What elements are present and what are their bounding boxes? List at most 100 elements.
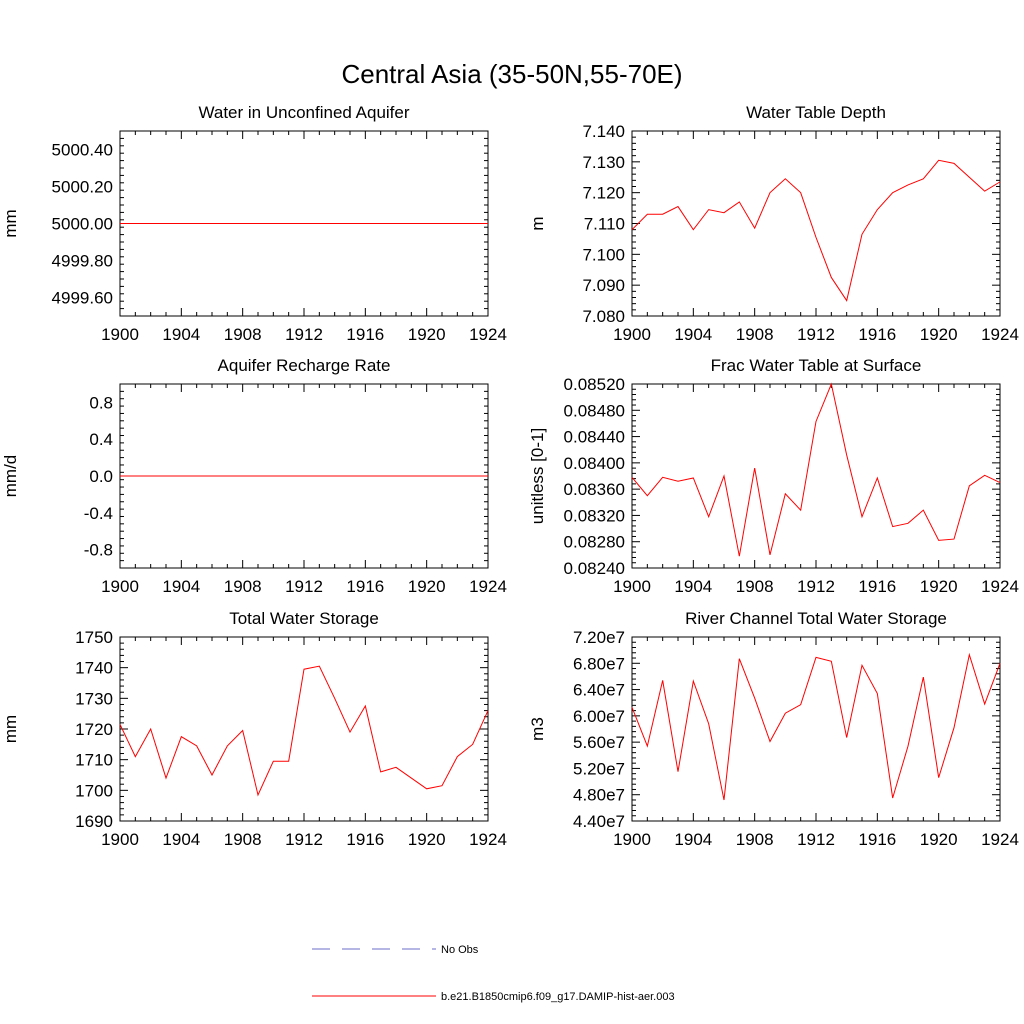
y-axis-label: mm xyxy=(1,715,20,743)
x-tick-label: 1920 xyxy=(920,325,958,344)
y-axis-label: mm/d xyxy=(1,455,20,498)
x-tick-label: 1908 xyxy=(224,325,262,344)
y-tick-label: 6.40e7 xyxy=(573,681,625,700)
x-tick-label: 1912 xyxy=(797,577,835,596)
x-tick-label: 1924 xyxy=(981,830,1019,849)
series-line xyxy=(631,382,1001,557)
series-line xyxy=(119,665,489,797)
chart-title: Aquifer Recharge Rate xyxy=(218,356,391,375)
y-axis-label: mm xyxy=(1,209,20,237)
x-tick-label: 1908 xyxy=(224,577,262,596)
x-tick-label: 1920 xyxy=(408,325,446,344)
chart-title: River Channel Total Water Storage xyxy=(685,609,947,628)
chart-title: Water Table Depth xyxy=(746,103,886,122)
x-tick-label: 1924 xyxy=(469,577,507,596)
plot-frame xyxy=(631,383,1001,569)
x-tick-label: 1904 xyxy=(162,325,200,344)
y-tick-label: 0.08440 xyxy=(564,428,625,447)
x-tick-label: 1912 xyxy=(285,325,323,344)
series-line xyxy=(631,652,1001,801)
legend-label-model-run: b.e21.B1850cmip6.f09_g17.DAMIP-hist-aer.… xyxy=(441,991,675,1003)
x-tick-label: 1916 xyxy=(346,325,384,344)
y-tick-label: 0.08320 xyxy=(564,506,625,525)
y-axis-label: m3 xyxy=(528,717,547,741)
y-tick-label: 1690 xyxy=(75,812,113,831)
x-tick-label: 1916 xyxy=(346,830,384,849)
chart-title: Frac Water Table at Surface xyxy=(711,356,922,375)
y-tick-label: 4999.80 xyxy=(52,252,113,271)
panel-5: Total Water Storage mm 1900 1904 1908 1912 191… xyxy=(1,609,507,849)
y-tick-label: 5000.00 xyxy=(52,215,113,234)
y-tick-label: 0.08480 xyxy=(564,401,625,420)
y-tick-label: 5000.20 xyxy=(52,178,113,197)
y-tick-label: 7.080 xyxy=(582,307,625,326)
x-tick-label: 1900 xyxy=(101,577,139,596)
y-tick-label: 1750 xyxy=(75,628,113,647)
y-tick-label: -0.8 xyxy=(84,541,113,560)
y-tick-label: 7.20e7 xyxy=(573,628,625,647)
x-tick-label: 1904 xyxy=(674,830,712,849)
x-tick-label: 1916 xyxy=(346,577,384,596)
x-tick-label: 1920 xyxy=(920,830,958,849)
x-tick-label: 1920 xyxy=(408,577,446,596)
y-tick-label: 5000.40 xyxy=(52,141,113,160)
x-tick-label: 1900 xyxy=(613,325,651,344)
x-tick-label: 1900 xyxy=(101,325,139,344)
y-tick-label: 0.4 xyxy=(89,430,113,449)
x-tick-label: 1916 xyxy=(858,577,896,596)
chart-title: Total Water Storage xyxy=(229,609,379,628)
y-tick-label: 5.20e7 xyxy=(573,759,625,778)
y-tick-label: 7.140 xyxy=(582,122,625,141)
y-tick-label: 4.40e7 xyxy=(573,812,625,831)
y-tick-label: 0.08280 xyxy=(564,533,625,552)
panel-6: River Channel Total Water Storage m3 1900 1… xyxy=(528,609,1019,849)
y-tick-label: 7.120 xyxy=(582,184,625,203)
y-tick-label: 1700 xyxy=(75,781,113,800)
y-tick-label: 0.08520 xyxy=(564,375,625,394)
series-line xyxy=(631,159,1001,302)
x-tick-label: 1904 xyxy=(162,577,200,596)
y-tick-label: 0.8 xyxy=(89,393,113,412)
x-tick-label: 1912 xyxy=(285,830,323,849)
x-tick-label: 1904 xyxy=(674,577,712,596)
x-tick-label: 1920 xyxy=(920,577,958,596)
panel-3: Aquifer Recharge Rate mm/d 1900 1904 1908 191… xyxy=(1,356,507,596)
panel-4: Frac Water Table at Surface unitless [0-1… xyxy=(528,356,1019,596)
y-tick-label: 4.80e7 xyxy=(573,786,625,805)
y-tick-label: 1720 xyxy=(75,720,113,739)
y-tick-label: 0.0 xyxy=(89,467,113,486)
legend-label-no-obs: No Obs xyxy=(441,944,479,956)
x-tick-label: 1900 xyxy=(613,830,651,849)
x-tick-label: 1924 xyxy=(469,325,507,344)
plot-frame xyxy=(119,636,489,822)
y-axis-label: unitless [0-1] xyxy=(528,428,547,524)
y-tick-label: 0.08400 xyxy=(564,454,625,473)
y-tick-label: 1740 xyxy=(75,659,113,678)
y-tick-label: 4999.60 xyxy=(52,289,113,308)
x-tick-label: 1920 xyxy=(408,830,446,849)
plot-frame xyxy=(631,130,1001,317)
x-tick-label: 1904 xyxy=(162,830,200,849)
y-tick-label: 1710 xyxy=(75,751,113,770)
y-axis-label: m xyxy=(528,216,547,230)
x-tick-label: 1916 xyxy=(858,830,896,849)
x-tick-label: 1924 xyxy=(981,577,1019,596)
x-tick-label: 1924 xyxy=(981,325,1019,344)
y-tick-label: 1730 xyxy=(75,689,113,708)
plot-frame xyxy=(631,636,1001,822)
chart-title: Water in Unconfined Aquifer xyxy=(198,103,409,122)
x-tick-label: 1924 xyxy=(469,830,507,849)
y-tick-label: 7.100 xyxy=(582,245,625,264)
x-tick-label: 1908 xyxy=(736,325,774,344)
x-tick-label: 1908 xyxy=(224,830,262,849)
y-tick-label: -0.4 xyxy=(84,504,113,523)
panels: Water in Unconfined Aquifer mm 1900 1904 190… xyxy=(1,103,1019,849)
x-tick-label: 1912 xyxy=(285,577,323,596)
y-tick-label: 6.80e7 xyxy=(573,654,625,673)
x-tick-label: 1900 xyxy=(101,830,139,849)
y-tick-label: 0.08360 xyxy=(564,480,625,499)
y-tick-label: 7.110 xyxy=(584,215,625,234)
y-tick-label: 7.130 xyxy=(582,153,625,172)
y-tick-label: 0.08240 xyxy=(564,559,625,578)
x-tick-label: 1908 xyxy=(736,830,774,849)
